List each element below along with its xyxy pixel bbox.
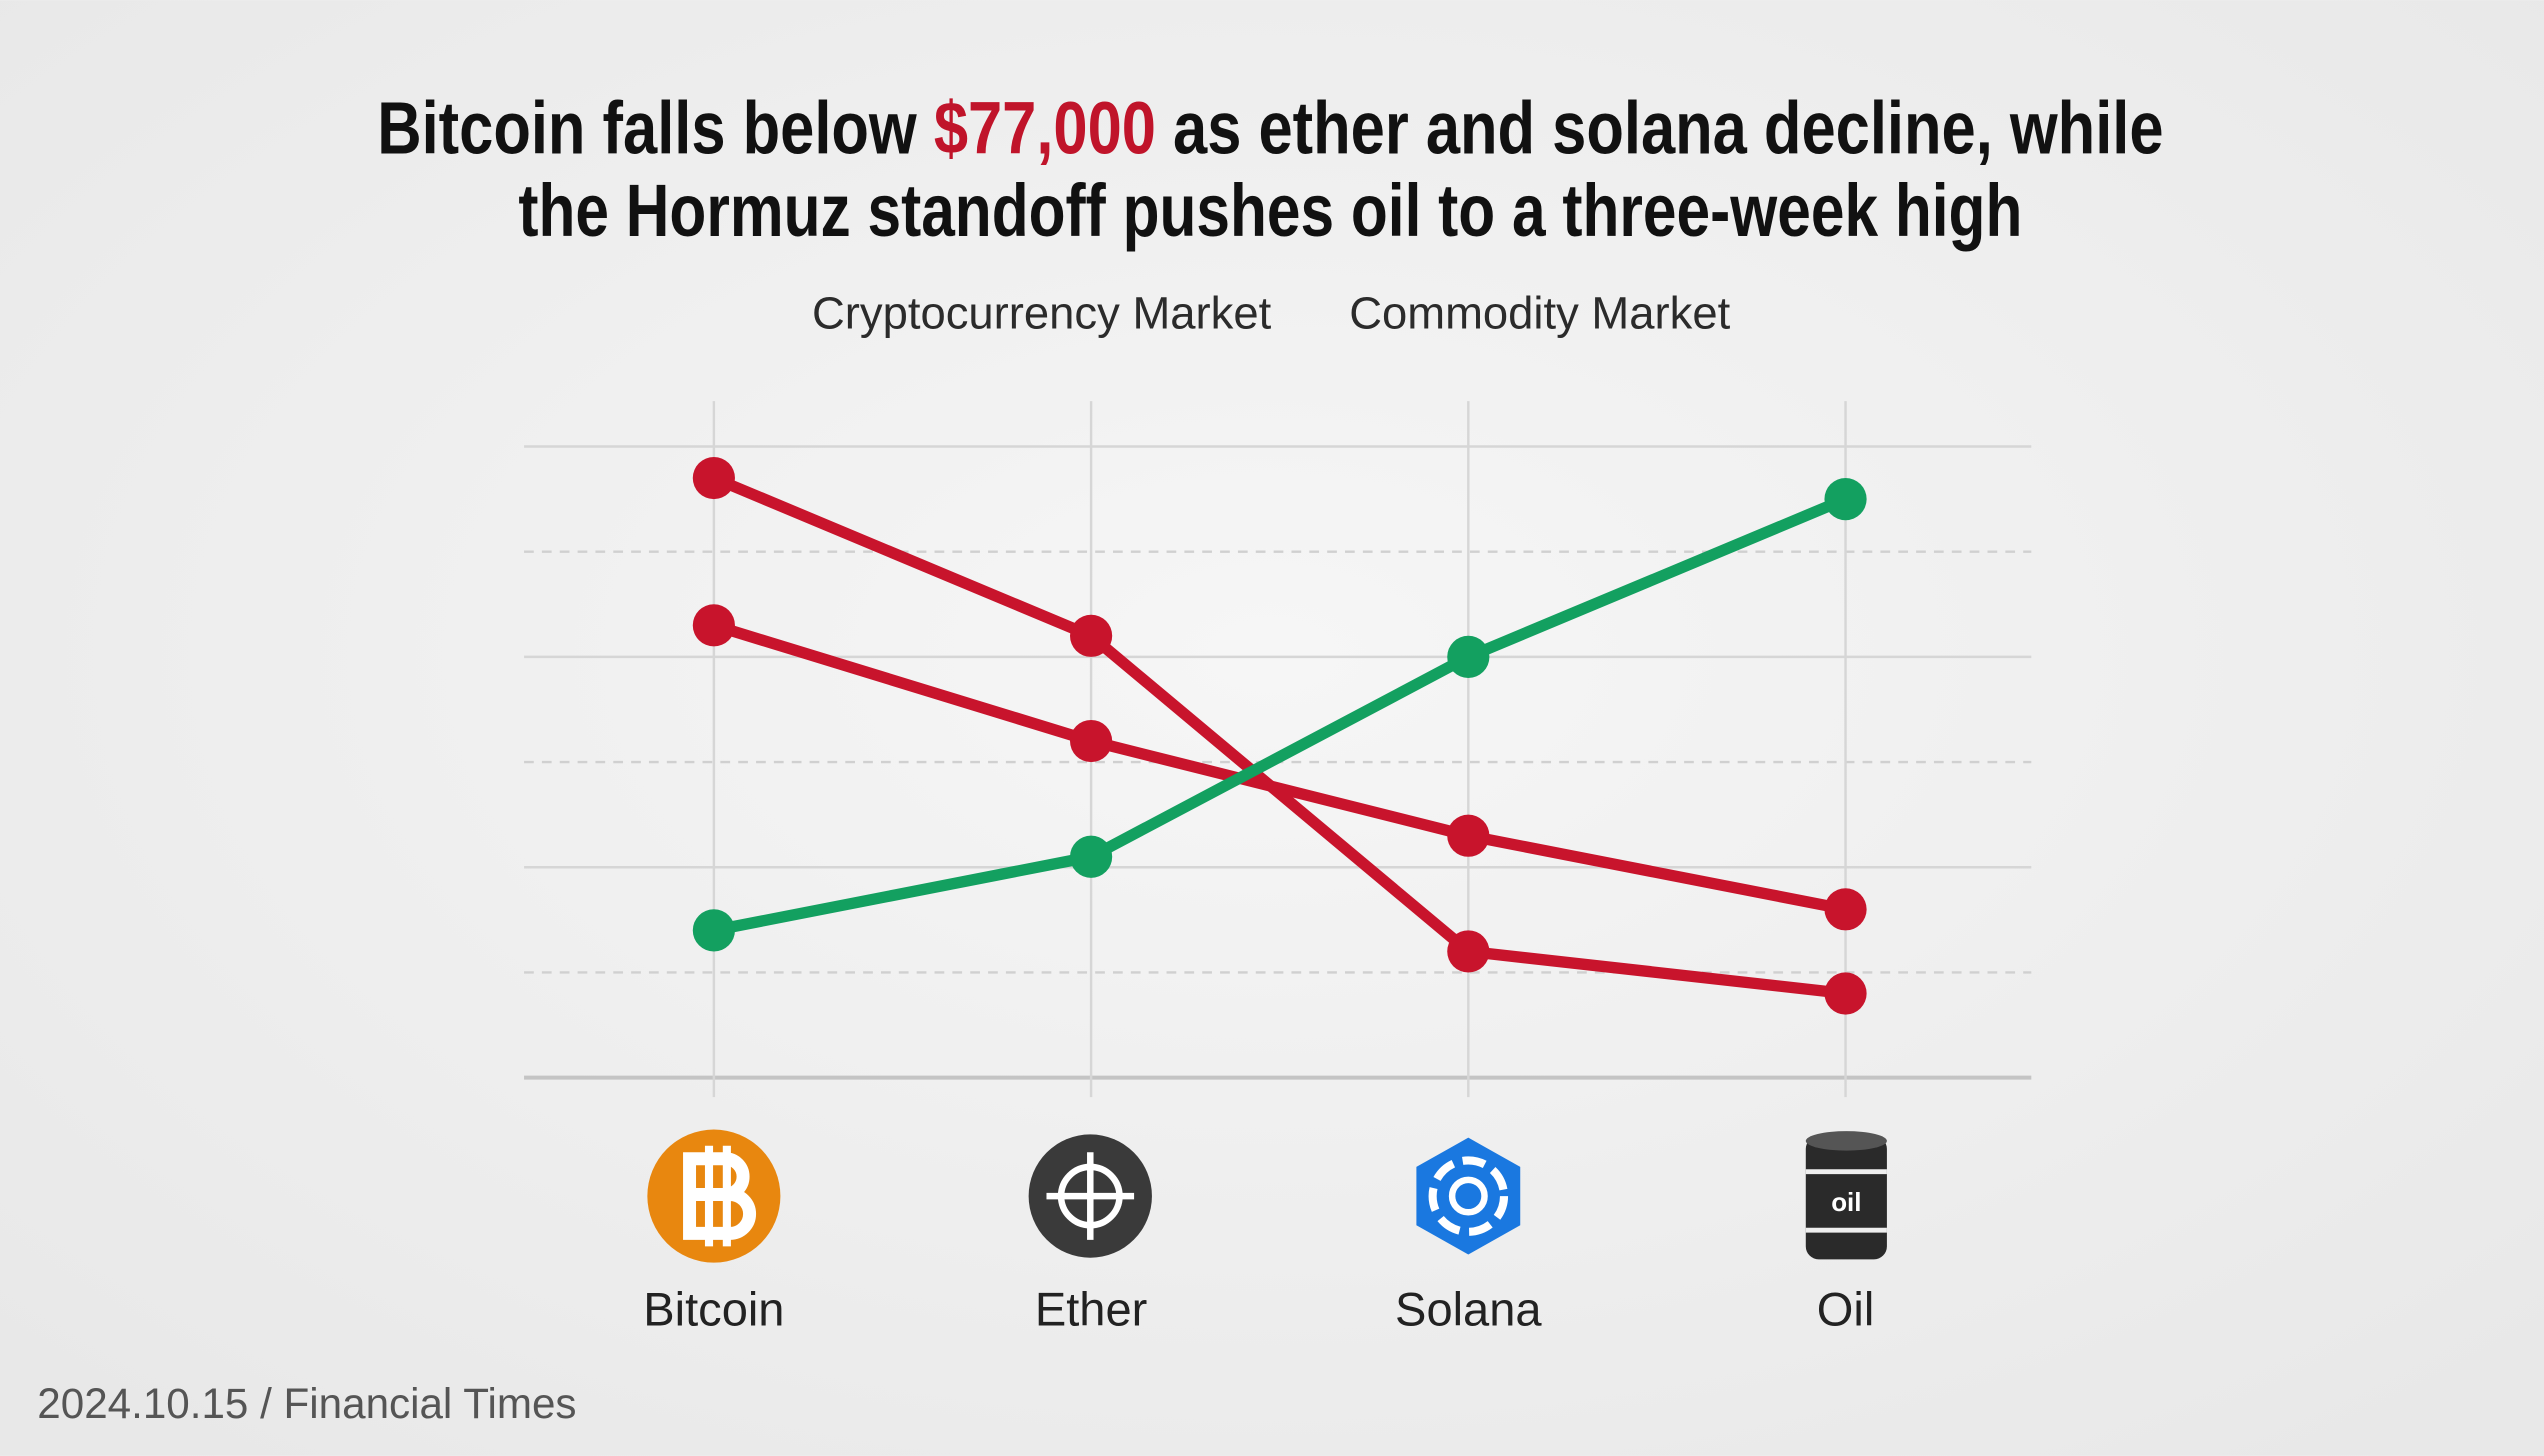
title-part: the Hormuz standoff pushes oil to a thre… (518, 168, 2022, 252)
chart-title: the Hormuz standoff pushes oil to a thre… (518, 168, 2022, 252)
data-point (692, 909, 735, 952)
source: 2024.10.15 / Financial Times (37, 1380, 576, 1427)
data-point (1447, 635, 1490, 678)
data-point (1447, 930, 1490, 973)
title-part: as ether and solana decline, while (1156, 85, 2164, 169)
title-part: Bitcoin falls below (377, 85, 934, 169)
title-part: $77,000 (934, 85, 1156, 169)
data-point (1070, 835, 1113, 878)
data-point (1447, 814, 1490, 857)
legend-label: Cryptocurrency Market (812, 288, 1272, 339)
series-line (712, 619, 1847, 915)
icon-label: oil (1831, 1189, 1861, 1217)
chart-title: Bitcoin falls below $77,000 as ether and… (377, 85, 2163, 169)
data-point (692, 604, 735, 647)
data-point (1824, 478, 1867, 521)
x-tick-label: Bitcoin (643, 1282, 784, 1335)
x-tick-label: Oil (1817, 1282, 1875, 1335)
data-point (692, 456, 735, 500)
ether-icon (1028, 1134, 1152, 1258)
data-point (1824, 972, 1867, 1015)
data-point (1070, 719, 1113, 763)
lines (692, 456, 1867, 1015)
legend-label: Commodity Market (1349, 288, 1730, 339)
data-point (1070, 614, 1113, 657)
data-point (1824, 888, 1867, 931)
texts: Bitcoin falls below $77,000 as ether and… (37, 85, 2163, 1427)
oil-icon: oil (1805, 1131, 1887, 1260)
bitcoin-icon (647, 1129, 781, 1263)
x-tick-label: Ether (1035, 1282, 1147, 1335)
x-tick-label: Solana (1395, 1282, 1542, 1335)
solana-icon (1416, 1137, 1521, 1255)
series-line (712, 493, 1848, 936)
